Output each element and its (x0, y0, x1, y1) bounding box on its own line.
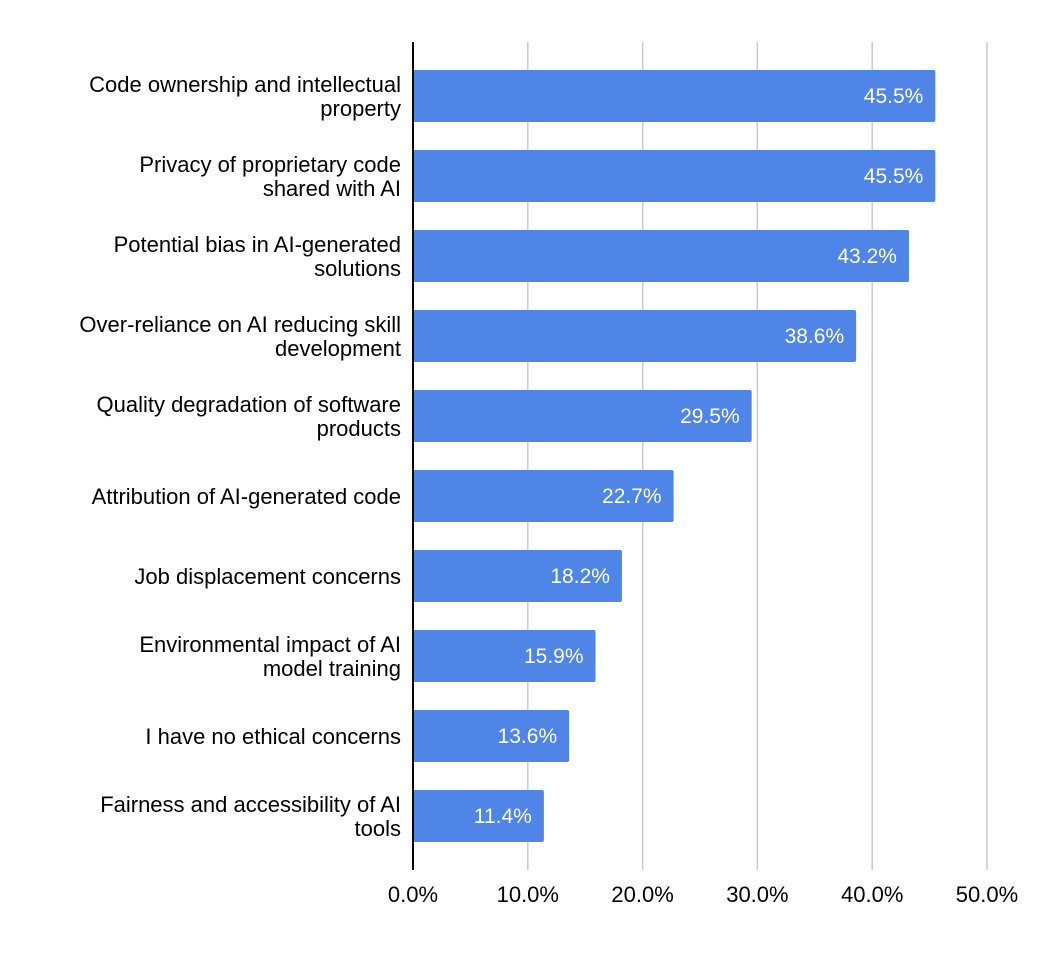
bar (413, 710, 570, 762)
category-label: Job displacement concerns (134, 564, 401, 589)
bar-value-label: 22.7% (602, 485, 662, 508)
bar (413, 150, 936, 202)
bar (413, 470, 674, 522)
bar-value-label: 13.6% (498, 725, 558, 748)
bar-value-label: 29.5% (680, 405, 740, 428)
data-labels: 45.5% 45.5% 43.2% 38.6% 29.5% 22.7% 18.2% 15.9%… (474, 85, 923, 828)
category-label: Quality degradation of software (96, 392, 401, 417)
bar (413, 390, 752, 442)
bar-value-label: 15.9% (524, 645, 584, 668)
x-axis-tick-labels: 0.0% 10.0% 20.0% 30.0% 40.0% 50.0% (388, 882, 1018, 907)
x-tick-label: 20.0% (611, 882, 673, 907)
bar-value-label: 11.4% (474, 805, 532, 828)
category-label: model training (263, 656, 401, 681)
x-tick-label: 50.0% (956, 882, 1018, 907)
category-label: Fairness and accessibility of AI (100, 792, 401, 817)
bar (413, 70, 936, 122)
x-tick-label: 30.0% (726, 882, 788, 907)
bar-value-label: 45.5% (864, 85, 924, 108)
category-label: I have no ethical concerns (145, 724, 401, 749)
bars (413, 70, 936, 842)
category-label: Code ownership and intellectual (89, 72, 401, 97)
category-label: Attribution of AI-generated code (92, 484, 401, 509)
category-label: property (320, 96, 401, 121)
category-label: Privacy of proprietary code (139, 152, 401, 177)
bar-value-label: 45.5% (864, 165, 924, 188)
bar-value-label: 18.2% (550, 565, 610, 588)
category-label: development (275, 336, 401, 361)
category-label: Over-reliance on AI reducing skill (79, 312, 401, 337)
bar (413, 790, 544, 842)
category-label: shared with AI (263, 176, 401, 201)
category-label: tools (355, 816, 401, 841)
category-label: solutions (314, 256, 401, 281)
x-tick-label: 0.0% (388, 882, 438, 907)
bar (413, 310, 857, 362)
x-tick-label: 10.0% (497, 882, 559, 907)
x-tick-label: 40.0% (841, 882, 903, 907)
bar (413, 630, 596, 682)
category-label: Potential bias in AI-generated (114, 232, 401, 257)
category-label: products (317, 416, 401, 441)
bar-value-label: 43.2% (837, 245, 897, 268)
category-label: Environmental impact of AI (139, 632, 401, 657)
bar (413, 550, 622, 602)
bar (413, 230, 909, 282)
bar-value-label: 38.6% (785, 325, 845, 348)
